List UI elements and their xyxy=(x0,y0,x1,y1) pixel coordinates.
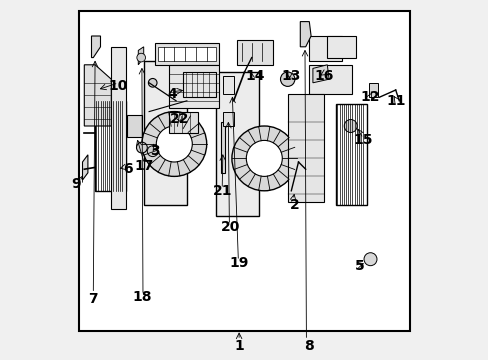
Text: 18: 18 xyxy=(132,290,151,304)
Circle shape xyxy=(128,120,141,132)
Text: 14: 14 xyxy=(245,69,264,82)
Bar xyxy=(183,72,215,97)
Circle shape xyxy=(148,78,157,87)
Circle shape xyxy=(156,126,192,162)
Text: 1: 1 xyxy=(234,339,244,352)
Text: 4: 4 xyxy=(167,87,177,100)
Bar xyxy=(326,36,355,58)
Text: 22: 22 xyxy=(170,112,189,126)
Bar xyxy=(168,65,219,108)
Circle shape xyxy=(136,142,147,153)
Bar xyxy=(237,40,273,65)
Bar xyxy=(158,47,215,61)
Circle shape xyxy=(363,253,376,266)
Polygon shape xyxy=(82,155,88,180)
Bar xyxy=(368,83,377,97)
Text: 13: 13 xyxy=(281,69,301,82)
Text: 8: 8 xyxy=(304,339,313,352)
Circle shape xyxy=(231,126,296,191)
Text: 10: 10 xyxy=(109,80,128,93)
Text: 16: 16 xyxy=(313,69,333,82)
Polygon shape xyxy=(91,36,101,58)
Bar xyxy=(111,47,125,209)
Text: 21: 21 xyxy=(213,184,232,198)
Text: 6: 6 xyxy=(122,162,132,176)
Bar xyxy=(95,101,125,191)
Polygon shape xyxy=(221,122,224,173)
FancyBboxPatch shape xyxy=(79,11,409,331)
Bar xyxy=(309,65,352,94)
Bar xyxy=(127,115,142,137)
Text: 3: 3 xyxy=(149,144,159,158)
Bar xyxy=(168,112,197,133)
Bar xyxy=(287,94,323,202)
Polygon shape xyxy=(312,65,328,83)
Text: 17: 17 xyxy=(134,159,153,172)
Circle shape xyxy=(280,72,294,86)
Circle shape xyxy=(246,140,282,176)
Circle shape xyxy=(147,146,158,157)
Text: 2: 2 xyxy=(289,198,299,212)
Polygon shape xyxy=(300,22,310,47)
Circle shape xyxy=(344,120,356,132)
Bar xyxy=(143,61,186,205)
Polygon shape xyxy=(138,47,143,65)
Bar xyxy=(309,36,341,61)
Bar xyxy=(215,72,258,216)
Text: 9: 9 xyxy=(71,177,81,190)
Text: 5: 5 xyxy=(354,260,364,273)
Circle shape xyxy=(137,53,145,62)
Bar xyxy=(336,104,366,205)
Text: 20: 20 xyxy=(220,220,239,234)
Circle shape xyxy=(131,123,138,129)
Text: 15: 15 xyxy=(353,134,372,147)
Polygon shape xyxy=(84,65,111,126)
Circle shape xyxy=(142,112,206,176)
Text: 12: 12 xyxy=(360,90,380,104)
Text: 19: 19 xyxy=(229,256,248,270)
Text: 7: 7 xyxy=(88,292,98,306)
Bar xyxy=(223,112,233,126)
Bar xyxy=(223,76,233,94)
Text: 11: 11 xyxy=(385,94,405,108)
Bar xyxy=(154,43,219,65)
